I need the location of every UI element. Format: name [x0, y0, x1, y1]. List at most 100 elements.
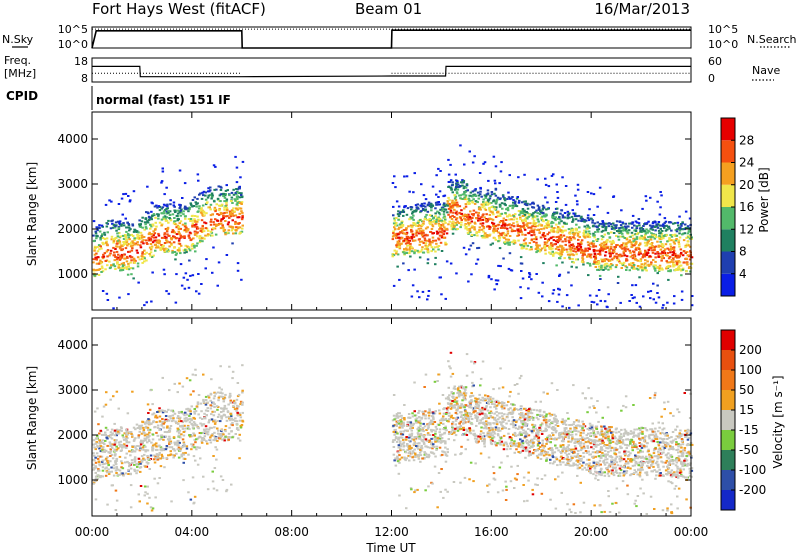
scatter-point — [572, 236, 575, 238]
scatter-point — [410, 206, 413, 208]
scatter-point — [212, 227, 215, 229]
scatter-point — [681, 233, 684, 235]
scatter-point — [440, 422, 443, 424]
scatter-point — [620, 429, 623, 431]
scatter-point — [449, 211, 452, 213]
scatter-point — [510, 423, 513, 425]
scatter-point — [183, 435, 186, 437]
scatter-point — [541, 248, 544, 250]
scatter-point — [575, 224, 578, 226]
scatter-point — [143, 304, 146, 306]
y-tick-label: 1000 — [57, 267, 88, 281]
scatter-point — [463, 164, 466, 166]
scatter-point — [560, 220, 563, 222]
scatter-point — [393, 285, 396, 287]
scatter-point — [643, 230, 646, 232]
scatter-point — [603, 224, 606, 226]
scatter-point — [574, 232, 577, 234]
scatter-point — [94, 275, 97, 277]
scatter-point — [105, 242, 108, 244]
scatter-point — [434, 212, 437, 214]
scatter-point — [93, 220, 96, 222]
scatter-point — [455, 174, 458, 176]
scatter-point — [405, 243, 408, 245]
scatter-point — [546, 201, 549, 203]
scatter-point — [676, 230, 679, 232]
scatter-point — [220, 227, 223, 229]
scatter-point — [473, 234, 476, 236]
scatter-point — [471, 371, 474, 373]
scatter-point — [124, 235, 127, 237]
scatter-point — [524, 229, 527, 231]
scatter-point — [241, 364, 244, 366]
scatter-point — [580, 482, 583, 484]
scatter-point — [236, 167, 239, 169]
scatter-point — [424, 216, 427, 218]
scatter-point — [110, 250, 113, 252]
scatter-point — [544, 249, 547, 251]
scatter-point — [576, 438, 579, 440]
scatter-point — [608, 471, 611, 473]
scatter-point — [104, 234, 107, 236]
scatter-point — [207, 407, 210, 409]
scatter-point — [493, 472, 496, 474]
scatter-point — [542, 262, 545, 264]
scatter-point — [452, 221, 455, 223]
scatter-point — [179, 243, 182, 245]
scatter-point — [498, 182, 501, 184]
scatter-point — [162, 171, 165, 173]
scatter-point — [676, 262, 679, 264]
scatter-point — [672, 415, 675, 417]
scatter-point — [238, 188, 241, 190]
nave-tick-top: 60 — [708, 55, 722, 68]
scatter-point — [188, 287, 191, 289]
scatter-point — [184, 218, 187, 220]
scatter-point — [561, 492, 564, 494]
scatter-point — [206, 202, 209, 204]
scatter-point — [392, 441, 395, 443]
scatter-point — [474, 222, 477, 224]
scatter-point — [99, 268, 102, 270]
scatter-point — [402, 449, 405, 451]
scatter-point — [178, 240, 181, 242]
scatter-point — [653, 298, 656, 300]
scatter-point — [411, 250, 414, 252]
scatter-point — [567, 272, 570, 274]
scatter-point — [449, 216, 452, 218]
scatter-point — [397, 241, 400, 243]
scatter-point — [529, 412, 532, 414]
scatter-point — [124, 457, 127, 459]
scatter-point — [411, 296, 414, 298]
scatter-point — [197, 210, 200, 212]
scatter-point — [590, 218, 593, 220]
scatter-point — [509, 174, 512, 176]
scatter-point — [456, 180, 459, 182]
scatter-point — [140, 485, 143, 487]
scatter-point — [640, 227, 643, 229]
scatter-point — [627, 248, 630, 250]
scatter-point — [96, 269, 99, 271]
scatter-point — [614, 255, 617, 257]
scatter-point — [113, 240, 116, 242]
scatter-point — [483, 443, 486, 445]
scatter-point — [140, 232, 143, 234]
scatter-point — [163, 210, 166, 212]
scatter-point — [203, 230, 206, 232]
scatter-point — [569, 509, 572, 511]
scatter-point — [539, 213, 542, 215]
scatter-point — [593, 243, 596, 245]
scatter-point — [594, 253, 597, 255]
scatter-point — [435, 240, 438, 242]
scatter-point — [469, 195, 472, 197]
scatter-point — [178, 204, 181, 206]
scatter-point — [606, 458, 609, 460]
scatter-point — [618, 239, 621, 241]
scatter-point — [452, 212, 455, 214]
scatter-point — [157, 233, 160, 235]
scatter-point — [231, 197, 234, 199]
scatter-point — [190, 239, 193, 241]
scatter-point — [584, 467, 587, 469]
scatter-point — [492, 466, 495, 468]
scatter-point — [422, 221, 425, 223]
